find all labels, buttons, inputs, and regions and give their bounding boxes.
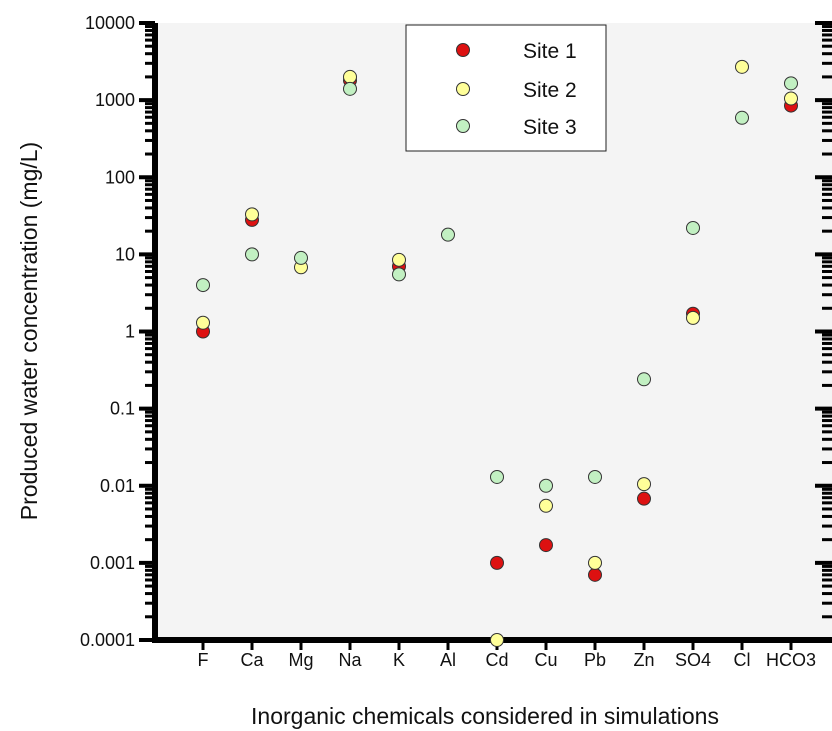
x-tick-label: Al bbox=[440, 650, 456, 670]
point-site-2-pb bbox=[588, 555, 602, 570]
legend-box bbox=[405, 24, 607, 152]
x-tick-label: SO4 bbox=[675, 650, 711, 670]
point-site-3-zn bbox=[637, 372, 651, 387]
point-site-2-f bbox=[196, 315, 210, 330]
legend-label-site-3: Site 3 bbox=[523, 116, 577, 139]
point-site-2-hco3 bbox=[784, 91, 798, 106]
point-site-3-na bbox=[343, 81, 357, 96]
point-site-1-cd bbox=[490, 555, 504, 570]
point-site-2-cu bbox=[539, 498, 553, 513]
y-tick-label: 1000 bbox=[95, 90, 135, 110]
legend-marker-site-1 bbox=[456, 43, 470, 57]
x-axis-title: Inorganic chemicals considered in simula… bbox=[251, 703, 719, 729]
point-site-1-zn bbox=[637, 491, 651, 506]
legend: Site 1 Site 2 Site 3 bbox=[405, 24, 607, 152]
legend-label-site-1: Site 1 bbox=[523, 40, 577, 63]
y-axis-title: Produced water concentration (mg/L) bbox=[16, 142, 42, 520]
y-tick-label: 10000 bbox=[85, 13, 135, 33]
data-points bbox=[196, 59, 798, 647]
point-site-2-ca bbox=[245, 207, 259, 222]
x-tick-label: Cu bbox=[534, 650, 557, 670]
point-site-2-cl bbox=[735, 59, 749, 74]
point-site-3-cl bbox=[735, 110, 749, 125]
x-tick-label: HCO3 bbox=[766, 650, 816, 670]
point-site-3-f bbox=[196, 278, 210, 293]
y-tick-label: 100 bbox=[105, 167, 135, 187]
point-site-3-ca bbox=[245, 247, 259, 262]
y-tick-label: 0.1 bbox=[110, 399, 135, 419]
x-tick-label: Na bbox=[338, 650, 362, 670]
y-tick-label: 0.01 bbox=[100, 476, 135, 496]
legend-marker-site-2 bbox=[456, 82, 470, 96]
legend-marker-site-3 bbox=[456, 119, 470, 133]
point-site-3-so4 bbox=[686, 220, 700, 235]
point-site-3-k bbox=[392, 267, 406, 282]
point-site-3-mg bbox=[294, 250, 308, 265]
x-tick-label: F bbox=[198, 650, 209, 670]
y-tick-label: 0.001 bbox=[90, 553, 135, 573]
point-site-3-pb bbox=[588, 469, 602, 484]
y-tick-labels: 0.0001 0.001 0.01 0.1 1 10 100 1000 10000 bbox=[80, 13, 135, 650]
y-tick-label: 1 bbox=[125, 322, 135, 342]
x-tick-label: Ca bbox=[240, 650, 264, 670]
x-tick-labels: F Ca Mg Na K Al Cd Cu Pb Zn SO4 Cl HCO3 bbox=[198, 650, 817, 670]
y-tick-label: 0.0001 bbox=[80, 630, 135, 650]
x-tick-label: Mg bbox=[288, 650, 313, 670]
point-site-3-cu bbox=[539, 478, 553, 493]
x-tick-label: Pb bbox=[584, 650, 606, 670]
x-tick-label: Zn bbox=[633, 650, 654, 670]
x-tick-label: K bbox=[393, 650, 405, 670]
point-site-3-al bbox=[441, 227, 455, 242]
point-site-1-cu bbox=[539, 538, 553, 553]
point-site-3-hco3 bbox=[784, 76, 798, 91]
point-site-2-cd bbox=[490, 633, 504, 647]
point-site-2-na bbox=[343, 69, 357, 84]
point-site-2-so4 bbox=[686, 310, 700, 325]
point-site-1-pb bbox=[588, 567, 602, 582]
y-tick-label: 10 bbox=[115, 244, 135, 264]
point-site-2-zn bbox=[637, 477, 651, 492]
point-site-3-cd bbox=[490, 469, 504, 484]
point-site-2-k bbox=[392, 252, 406, 267]
x-tick-label: Cd bbox=[485, 650, 508, 670]
x-tick-label: Cl bbox=[734, 650, 751, 670]
legend-label-site-2: Site 2 bbox=[523, 79, 577, 102]
